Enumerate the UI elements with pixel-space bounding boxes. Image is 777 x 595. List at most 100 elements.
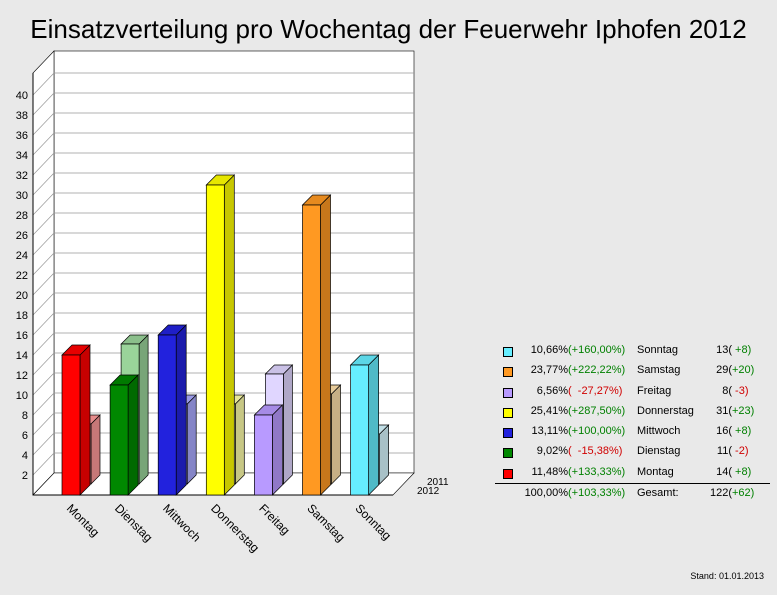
legend-day-name: Freitag [637,384,672,397]
total-percent: 100,00% [524,487,568,499]
legend-count: 14( [716,465,732,478]
gridline-left [32,132,55,156]
y-tick-label: 14 [16,350,28,362]
y-tick-label: 22 [16,270,28,282]
legend-day-name: Sonntag [637,344,678,356]
bar-2012-samstag [301,194,332,496]
legend-row-mittwoch: 13,11% (+100,00%) Mittwoch 16( +8) [495,422,770,442]
legend-percent: 23,77% [530,364,568,377]
x-tick-label: Sonntag [352,501,394,543]
chart-title: Einsatzverteilung pro Wochentag der Feue… [30,14,747,44]
legend-percent-change: (+222,22%) [568,364,626,377]
y-tick-label: 30 [16,190,28,202]
legend-swatch [503,468,513,479]
legend-percent: 6,56% [536,384,568,397]
gridline-left [32,432,55,456]
legend-count: 29( [716,364,732,377]
y-tick-label: 34 [16,150,28,162]
legend-percent: 13,11% [531,425,569,438]
legend-total-row: 100,00% (+103,33%) Gesamt: 122( +62) [495,484,770,504]
legend-count-change: -2) [732,445,749,458]
legend-count: 11( [716,445,732,458]
left-wall [32,50,55,496]
gridline-left [32,292,55,316]
gridline-left [32,412,55,436]
y-tick-label: 10 [16,390,28,402]
legend-rows: 10,66% (+160,00%) Sonntag 13( +8) 23,77% (+22… [495,341,770,483]
y-tick-label: 20 [16,290,28,302]
y-tick-label: 8 [22,410,28,422]
gridline-left [32,252,55,276]
bar-2012-montag [61,344,91,496]
legend-percent: 10,66% [530,344,568,356]
depth-label-2011: 2011 [427,477,449,488]
legend-count-change: +8) [732,465,752,478]
gridline-left [32,92,55,116]
total-count: 122( [709,487,732,499]
legend-percent-change: (+287,50%) [568,404,626,417]
legend-count: 8( [722,384,732,397]
legend-count: 13( [716,344,732,356]
legend-count-change: +20) [732,364,755,377]
legend-day-name: Mittwoch [637,425,681,438]
y-tick-label: 32 [16,170,28,182]
legend-row-donnerstag: 25,41% (+287,50%) Donnerstag 31(+23) [495,402,770,422]
x-tick-label: Mittwoch [160,501,203,544]
legend-day-name: Montag [637,465,674,478]
y-tick-label: 6 [22,430,28,442]
legend-percent-change: (+133,33%) [568,465,626,478]
legend-swatch [503,407,513,418]
legend-percent-change: (+160,00%) [568,344,626,356]
bar-2012-sonntag [349,354,380,496]
y-tick-label: 36 [16,130,28,142]
gridline-left [32,72,55,96]
legend-percent-change: (+100,00%) [568,425,626,438]
gridline-left [32,332,55,356]
legend-count: 16( [716,425,732,438]
legend-day-name: Donnerstag [637,404,694,417]
x-tick-label: Freitag [256,501,292,537]
legend-swatch [503,387,513,398]
gridline-left [32,312,55,336]
legend-swatch [503,367,513,378]
x-tick-label: Montag [64,501,102,539]
depth-label-2012: 2012 [417,486,440,497]
legend-swatch [503,448,513,459]
gridline-left [32,192,55,216]
legend-swatch [503,347,513,357]
y-tick-label: 12 [16,370,28,382]
bar-2012-dienstag [109,374,139,496]
legend-percent: 25,41% [530,404,568,417]
x-tick-label: Dienstag [112,501,155,544]
legend-percent-change: ( -15,38%) [568,445,623,458]
y-tick-label: 18 [16,310,28,322]
legend-percent-change: ( -27,27%) [568,384,623,397]
y-tick-label: 24 [16,250,28,262]
gridline-left [32,352,55,376]
legend-row-freitag: 6,56%( -27,27%) Freitag 8( -3) [495,382,770,402]
legend: 10,66% (+160,00%) Sonntag 13( +8) 23,77% (+22… [495,341,770,499]
total-percent-change: (+103,33%) [568,487,626,499]
y-tick-label: 2 [22,470,28,482]
gridline-left [32,112,55,136]
gridline-left [32,232,55,256]
gridline-left [32,452,55,476]
legend-day-name: Dienstag [637,445,681,458]
legend-percent: 11,48% [531,465,569,478]
x-tick-label: Samstag [304,501,347,544]
legend-row-dienstag: 9,02%( -15,38%) Dienstag 11( -2) [495,442,770,462]
y-tick-label: 4 [22,450,28,462]
total-label: Gesamt: [637,487,679,499]
y-tick-label: 28 [16,210,28,222]
legend-count-change: +23) [732,404,755,417]
legend-count: 31( [716,404,732,417]
legend-day-name: Samstag [637,364,681,377]
legend-row-samstag: 23,77% (+222,22%) Samstag 29(+20) [495,361,770,381]
bar-2012-donnerstag [205,174,236,496]
total-count-change: +62) [732,487,755,499]
legend-row-sonntag: 10,66% (+160,00%) Sonntag 13( +8) [495,341,770,361]
stand-date: Stand: 01.01.2013 [690,571,764,581]
x-tick-label: Donnerstag [208,501,262,555]
bar-2012-freitag [253,404,284,496]
